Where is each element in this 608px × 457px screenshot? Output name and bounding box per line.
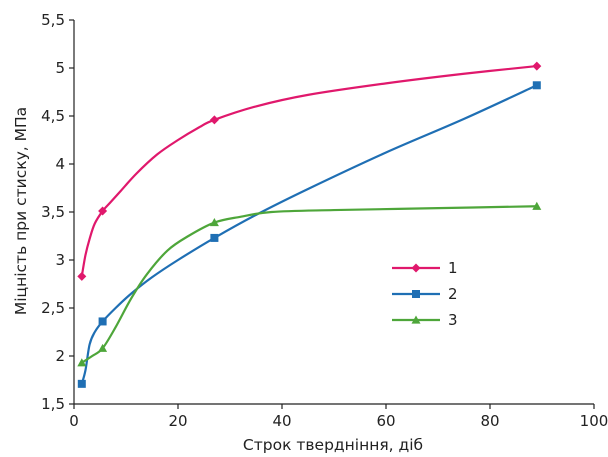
series-3-point [209, 218, 219, 227]
x-axis: 0 20 40 60 80 100 [69, 403, 608, 430]
legend: 1 2 3 [392, 259, 458, 329]
y-axis: 1,5 2 2,5 3 3,5 4 4,5 5 5,5 [41, 11, 75, 413]
series-1-line [80, 64, 537, 277]
y-tick-label: 5,5 [41, 11, 65, 29]
legend-swatch-marker [411, 263, 421, 273]
series-2-point [210, 233, 219, 242]
y-tick-label: 4 [55, 155, 65, 173]
x-axis-title: Строк тверднiння, дiб [243, 436, 423, 454]
series-3-point [98, 343, 108, 352]
y-tick-label: 4,5 [41, 107, 65, 125]
y-tick-label: 3,5 [41, 203, 65, 221]
legend-label: 1 [448, 259, 458, 277]
y-tick-label: 3 [55, 251, 65, 269]
x-tick-label: 40 [272, 412, 291, 430]
x-tick-label: 0 [69, 412, 79, 430]
legend-swatch-marker [411, 315, 421, 324]
y-tick-label: 2,5 [41, 299, 65, 317]
legend-item: 3 [392, 311, 458, 329]
series-lines [80, 64, 538, 385]
legend-swatch-marker [412, 290, 420, 298]
legend-item: 2 [392, 285, 458, 303]
x-tick-label: 60 [376, 412, 395, 430]
legend-label: 2 [448, 285, 458, 303]
y-tick-label: 2 [55, 347, 65, 365]
series-2-line [80, 84, 538, 385]
series-markers [77, 61, 542, 388]
series-1-point [77, 271, 87, 281]
x-tick-label: 100 [580, 412, 608, 430]
legend-item: 1 [392, 259, 458, 277]
legend-label: 3 [448, 311, 458, 329]
series-1-point [98, 206, 108, 216]
y-axis-title: Міцність при стиску, МПа [12, 107, 30, 315]
series-3-line [81, 205, 537, 364]
series-3-point [532, 201, 542, 210]
y-tick-label: 5 [55, 59, 65, 77]
series-2-point [98, 317, 107, 326]
series-1-point [209, 115, 219, 125]
series-1-point [532, 61, 542, 71]
series-2-point [532, 81, 541, 90]
x-tick-label: 20 [168, 412, 187, 430]
series-2-point [77, 379, 86, 388]
series-3-point [77, 358, 87, 367]
x-tick-label: 80 [480, 412, 499, 430]
y-tick-label: 1,5 [41, 395, 65, 413]
